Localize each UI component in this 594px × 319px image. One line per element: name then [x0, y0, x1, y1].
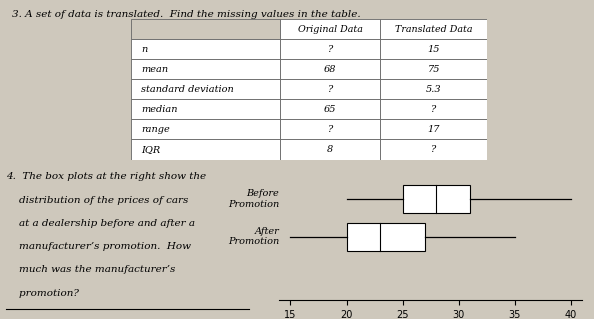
Bar [380, 99, 487, 119]
Text: ?: ? [431, 105, 436, 114]
Bar [131, 99, 280, 119]
Bar [280, 99, 380, 119]
Text: After
Promotion: After Promotion [228, 227, 279, 246]
Bar [131, 139, 280, 160]
Text: Translated Data: Translated Data [395, 25, 472, 34]
Bar [280, 79, 380, 99]
Bar [280, 19, 380, 39]
Text: IQR: IQR [141, 145, 160, 154]
Text: 4.  The box plots at the right show the: 4. The box plots at the right show the [6, 172, 206, 181]
Text: 17: 17 [427, 125, 440, 134]
Text: mean: mean [141, 65, 169, 74]
Text: much was the manufacturer’s: much was the manufacturer’s [6, 265, 175, 274]
Bar [380, 139, 487, 160]
Text: ?: ? [431, 145, 436, 154]
Text: promotion?: promotion? [6, 289, 79, 298]
Bar [131, 59, 280, 79]
Bar [131, 19, 280, 39]
Text: n: n [141, 45, 148, 54]
Text: 8: 8 [327, 145, 333, 154]
Text: standard deviation: standard deviation [141, 85, 234, 94]
Bar [280, 39, 380, 59]
Bar [380, 79, 487, 99]
Bar [346, 223, 425, 251]
Bar [403, 185, 470, 213]
Text: manufacturer’s promotion.  How: manufacturer’s promotion. How [6, 242, 191, 251]
Bar [131, 119, 280, 139]
Text: 75: 75 [427, 65, 440, 74]
Bar [380, 59, 487, 79]
Text: distribution of the prices of cars: distribution of the prices of cars [6, 196, 188, 204]
Text: 65: 65 [324, 105, 337, 114]
Bar [280, 119, 380, 139]
Bar [280, 59, 380, 79]
Text: 5.3: 5.3 [426, 85, 441, 94]
Bar [380, 39, 487, 59]
Text: median: median [141, 105, 178, 114]
Bar [380, 19, 487, 39]
Text: range: range [141, 125, 170, 134]
Text: ?: ? [328, 125, 333, 134]
Text: ?: ? [328, 85, 333, 94]
Text: ?: ? [328, 45, 333, 54]
Text: Original Data: Original Data [298, 25, 363, 34]
Text: 15: 15 [427, 45, 440, 54]
Bar [280, 139, 380, 160]
Text: at a dealership before and after a: at a dealership before and after a [6, 219, 195, 228]
Text: 3. A set of data is translated.  Find the missing values in the table.: 3. A set of data is translated. Find the… [12, 10, 361, 19]
Bar [380, 119, 487, 139]
Bar [131, 79, 280, 99]
Text: Before
Promotion: Before Promotion [228, 189, 279, 209]
Text: 68: 68 [324, 65, 337, 74]
Bar [131, 39, 280, 59]
